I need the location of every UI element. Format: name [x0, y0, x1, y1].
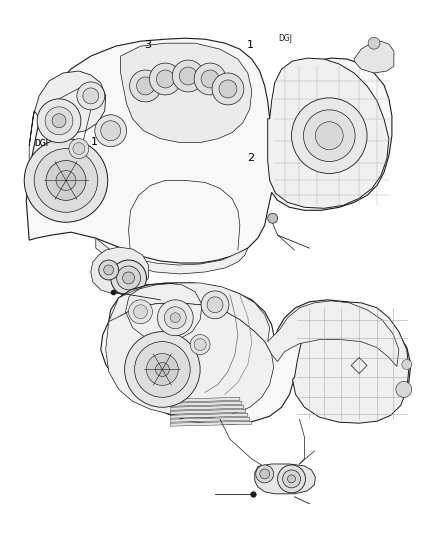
- Circle shape: [212, 73, 244, 105]
- Circle shape: [149, 63, 181, 95]
- Circle shape: [164, 307, 186, 329]
- Circle shape: [134, 342, 190, 397]
- Circle shape: [278, 465, 305, 493]
- Polygon shape: [170, 421, 252, 426]
- Circle shape: [99, 260, 119, 280]
- Circle shape: [157, 300, 193, 336]
- Text: 2: 2: [247, 153, 254, 163]
- Polygon shape: [106, 303, 274, 417]
- Polygon shape: [354, 41, 394, 73]
- Circle shape: [124, 332, 200, 407]
- Text: 1: 1: [91, 137, 98, 147]
- Circle shape: [402, 360, 412, 369]
- Circle shape: [52, 114, 66, 128]
- Polygon shape: [255, 464, 315, 494]
- Text: DGJ: DGJ: [278, 34, 292, 43]
- Circle shape: [130, 70, 161, 102]
- Circle shape: [155, 362, 170, 376]
- Circle shape: [219, 80, 237, 98]
- Polygon shape: [96, 238, 248, 274]
- Circle shape: [77, 82, 105, 110]
- Circle shape: [24, 139, 108, 222]
- Circle shape: [292, 98, 367, 173]
- Circle shape: [260, 469, 270, 479]
- Circle shape: [34, 149, 98, 212]
- Circle shape: [190, 335, 210, 354]
- Polygon shape: [170, 417, 250, 422]
- Circle shape: [156, 70, 174, 88]
- Circle shape: [179, 67, 197, 85]
- Text: DGI: DGI: [34, 139, 48, 148]
- Polygon shape: [170, 401, 242, 406]
- Circle shape: [304, 110, 355, 161]
- Circle shape: [111, 260, 146, 296]
- Circle shape: [37, 99, 81, 143]
- Polygon shape: [170, 397, 240, 402]
- Circle shape: [396, 382, 412, 397]
- Circle shape: [104, 265, 114, 275]
- Polygon shape: [170, 405, 244, 410]
- Circle shape: [268, 213, 278, 223]
- Circle shape: [315, 122, 343, 150]
- Text: 1: 1: [247, 41, 254, 51]
- Circle shape: [194, 63, 226, 95]
- Polygon shape: [170, 413, 248, 418]
- Polygon shape: [293, 302, 409, 423]
- Circle shape: [201, 70, 219, 88]
- Circle shape: [83, 88, 99, 104]
- Circle shape: [137, 77, 155, 95]
- Circle shape: [134, 305, 148, 319]
- Polygon shape: [91, 247, 148, 294]
- Polygon shape: [170, 409, 246, 414]
- Circle shape: [73, 143, 85, 155]
- Circle shape: [288, 475, 296, 483]
- Circle shape: [69, 139, 89, 158]
- Circle shape: [194, 338, 206, 351]
- Circle shape: [117, 266, 141, 290]
- Circle shape: [146, 353, 178, 385]
- Circle shape: [170, 313, 180, 322]
- Text: 3: 3: [145, 41, 152, 51]
- Polygon shape: [109, 283, 399, 367]
- Circle shape: [256, 465, 274, 483]
- Polygon shape: [29, 71, 106, 146]
- Text: DGI: DGI: [34, 139, 48, 148]
- Circle shape: [56, 171, 76, 190]
- Polygon shape: [26, 38, 392, 263]
- Circle shape: [172, 60, 204, 92]
- Circle shape: [283, 470, 300, 488]
- Circle shape: [46, 160, 86, 200]
- Polygon shape: [268, 58, 389, 208]
- Circle shape: [123, 272, 134, 284]
- Circle shape: [201, 291, 229, 319]
- Circle shape: [129, 300, 152, 324]
- Polygon shape: [101, 283, 411, 424]
- Circle shape: [207, 297, 223, 313]
- Circle shape: [101, 121, 120, 141]
- Polygon shape: [120, 43, 252, 143]
- Circle shape: [95, 115, 127, 147]
- Circle shape: [368, 37, 380, 49]
- Circle shape: [45, 107, 73, 135]
